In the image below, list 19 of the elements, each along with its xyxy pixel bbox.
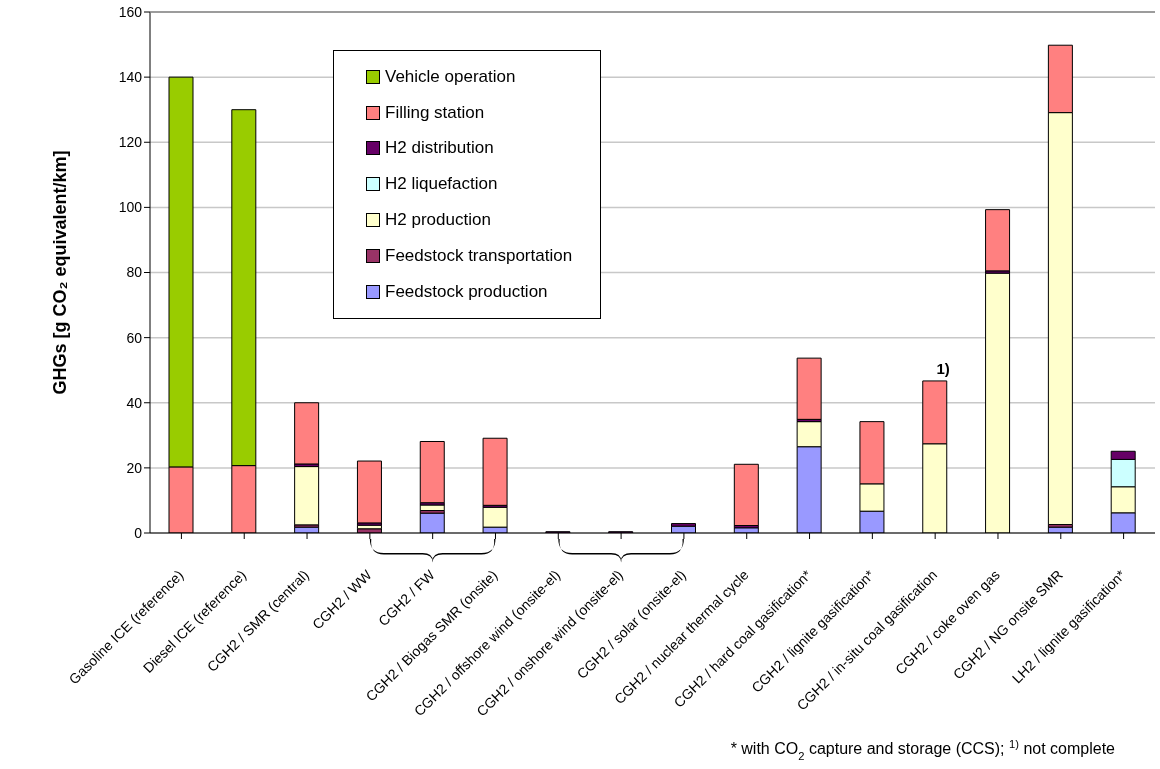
y-tick-label: 140 (118, 69, 143, 86)
legend-label: H2 liquefaction (385, 174, 498, 195)
y-tick-label: 80 (126, 264, 143, 281)
y-tick-label: 20 (126, 459, 143, 476)
annotation: 1) (936, 360, 950, 378)
legend-label: H2 distribution (385, 138, 494, 159)
y-tick-label: 0 (134, 524, 143, 541)
y-tick-label: 100 (118, 199, 143, 216)
y-tick-label: 40 (126, 394, 143, 411)
y-tick-label: 120 (118, 134, 143, 151)
text: * with CO$_{2}$ capture and storage (CCS); $^{1)}$ not complete (730, 738, 1116, 762)
legend-label: Feedstock transportation (385, 245, 573, 266)
y-tick-label: 60 (126, 329, 143, 346)
legend-label: Vehicle operation (385, 66, 516, 87)
legend-label: Feedstock production (385, 281, 548, 302)
legend-label: Filling station (385, 102, 485, 123)
y-tick-label: 160 (118, 3, 143, 20)
legend-label: H2 production (385, 210, 491, 231)
y-axis-title: GHGs [g CO₂ equivalent/km] (50, 150, 70, 395)
